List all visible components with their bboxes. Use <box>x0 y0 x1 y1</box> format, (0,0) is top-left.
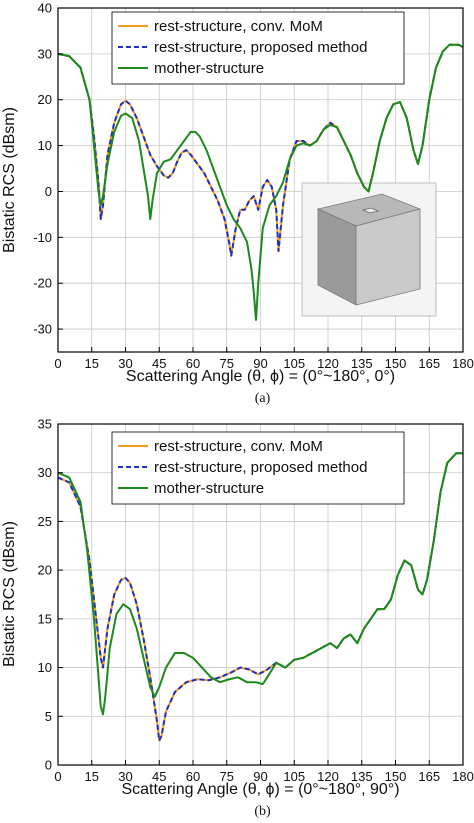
y-tick-label: -10 <box>33 230 52 245</box>
y-tick-label: -20 <box>33 276 52 291</box>
y-tick-label: 30 <box>38 46 52 61</box>
y-tick-label: 10 <box>38 138 52 153</box>
x-tick-label: 135 <box>351 356 373 371</box>
legend-box <box>111 11 405 85</box>
y-tick-label: 40 <box>38 1 52 16</box>
series-line-3 <box>57 452 463 716</box>
x-tick-label: 30 <box>118 769 132 784</box>
y-axis-label: Bistatic RCS (dBsm) <box>1 521 18 667</box>
y-tick-label: 35 <box>38 417 52 432</box>
x-tick-label: 0 <box>54 356 61 371</box>
x-tick-label: 180 <box>452 356 474 371</box>
legend-label-1: rest-structure, conv. MoM <box>154 438 323 455</box>
cube-right-face <box>355 208 421 306</box>
x-tick-label: 60 <box>186 356 200 371</box>
y-tick-label: 20 <box>38 563 52 578</box>
x-tick-label: 120 <box>317 356 339 371</box>
legend-label-1: rest-structure, conv. MoM <box>154 18 323 35</box>
x-tick-label: 0 <box>54 769 61 784</box>
y-tick-label: 20 <box>38 92 52 107</box>
inset-cube-image <box>301 182 437 317</box>
y-tick-label: 5 <box>45 709 52 724</box>
series-line-3 <box>57 43 464 321</box>
y-tick-label: 0 <box>45 758 52 773</box>
x-tick-label: 105 <box>283 769 305 784</box>
panel-caption: (a) <box>255 391 271 406</box>
chart-panel-a: 0 15 30 45 60 75 90 105 120 135 150 165 180 -30 -20 -10… <box>1 1 474 407</box>
x-tick-label: 150 <box>385 356 407 371</box>
x-tick-label: 60 <box>186 769 200 784</box>
x-tick-label: 165 <box>418 769 440 784</box>
legend: rest-structure, conv. MoM rest-structure,… <box>111 11 405 85</box>
x-tick-label: 150 <box>385 769 407 784</box>
x-tick-label: 45 <box>152 769 166 784</box>
x-tick-label: 90 <box>253 356 267 371</box>
x-axis-label: Scattering Angle (θ, ϕ) = (0°~180°, 0°) <box>126 368 395 385</box>
y-tick-label: 30 <box>38 465 52 480</box>
chart-panel-b: 0 15 30 45 60 75 90 105 120 135 150 165 180 0 5 10 15 20 2… <box>1 417 474 820</box>
legend-label-3: mother-structure <box>154 480 264 497</box>
x-tick-label: 105 <box>283 356 305 371</box>
x-tick-label: 15 <box>85 769 99 784</box>
y-tick-label: 10 <box>38 660 52 675</box>
panel-caption: (b) <box>254 804 271 819</box>
x-tick-label: 30 <box>118 356 132 371</box>
y-axis-label: Bistatic RCS (dBsm) <box>1 107 18 253</box>
x-tick-label: 15 <box>85 356 99 371</box>
legend-label-2: rest-structure, proposed method <box>154 459 367 476</box>
legend-box <box>111 431 405 505</box>
y-tick-label: 0 <box>45 184 52 199</box>
y-tick-label: 15 <box>38 611 52 626</box>
x-tick-label: 135 <box>351 769 373 784</box>
y-tick-label: -30 <box>33 322 52 337</box>
legend: rest-structure, conv. MoM rest-structure,… <box>111 431 405 505</box>
x-tick-label: 45 <box>152 356 166 371</box>
x-tick-label: 75 <box>220 769 234 784</box>
x-tick-label: 90 <box>253 769 267 784</box>
legend-label-3: mother-structure <box>154 60 264 77</box>
x-axis-label: Scattering Angle (θ, ϕ) = (0°~180°, 90°) <box>121 781 399 798</box>
legend-label-2: rest-structure, proposed method <box>154 39 367 56</box>
y-tick-label: 25 <box>38 514 52 529</box>
cube-opening <box>361 207 380 214</box>
x-tick-label: 180 <box>452 769 474 784</box>
x-tick-label: 120 <box>317 769 339 784</box>
x-tick-label: 165 <box>418 356 440 371</box>
x-tick-label: 75 <box>220 356 234 371</box>
